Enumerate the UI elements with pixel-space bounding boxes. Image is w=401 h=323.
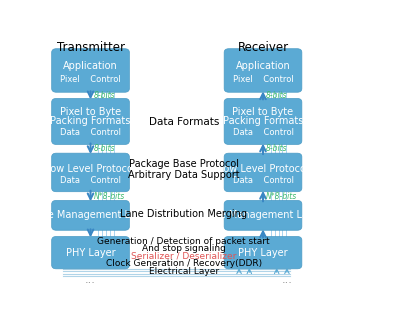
FancyBboxPatch shape [52,200,130,230]
Text: Lane Management Layer: Lane Management Layer [202,210,324,220]
Text: Receiver: Receiver [237,41,289,54]
Text: Pixel to Byte: Pixel to Byte [233,107,294,117]
Text: Data    Control: Data Control [233,176,294,185]
FancyBboxPatch shape [224,153,302,192]
Text: Electrical Layer: Electrical Layer [149,267,219,276]
FancyBboxPatch shape [52,236,130,269]
Text: And stop signaling: And stop signaling [142,245,226,254]
Text: Pixel    Control: Pixel Control [60,75,121,84]
FancyBboxPatch shape [224,49,302,92]
FancyBboxPatch shape [224,200,302,230]
Text: Packing Formats: Packing Formats [223,116,303,126]
Text: N*8-bits: N*8-bits [266,192,298,201]
Text: Data    Control: Data Control [60,176,121,185]
Text: Package Base Protocol
Arbitrary Data Support: Package Base Protocol Arbitrary Data Sup… [128,159,239,180]
Text: Data    Control: Data Control [233,128,294,137]
Text: 8-bits: 8-bits [94,91,115,100]
Text: Clock Generation / Recovery(DDR): Clock Generation / Recovery(DDR) [106,259,262,268]
FancyBboxPatch shape [52,153,130,192]
FancyBboxPatch shape [224,99,302,144]
Text: Pixel    Control: Pixel Control [233,75,294,84]
Text: 8-bits: 8-bits [94,144,115,153]
Text: ...: ... [282,275,292,285]
Text: Packing Formats: Packing Formats [51,116,131,126]
Text: PHY Layer: PHY Layer [66,248,115,258]
Text: 8-bits: 8-bits [266,91,288,100]
Text: Lane Distribution Merging: Lane Distribution Merging [120,209,247,219]
Text: 8-bits: 8-bits [266,144,288,153]
Text: Low Level Protocol: Low Level Protocol [218,164,308,174]
Text: Data    Control: Data Control [60,128,121,137]
Text: Serializer / Deserializer: Serializer / Deserializer [131,252,237,261]
Text: Data Formats: Data Formats [149,117,219,127]
Text: Generation / Detection of packet start: Generation / Detection of packet start [97,237,270,246]
Text: ...: ... [85,275,96,285]
FancyBboxPatch shape [224,236,302,269]
Text: Low Level Protocol: Low Level Protocol [45,164,136,174]
FancyBboxPatch shape [52,49,130,92]
Text: Application: Application [236,61,290,71]
Text: N*8-bits: N*8-bits [94,192,125,201]
Text: Lane Management Layer: Lane Management Layer [30,210,152,220]
FancyBboxPatch shape [52,99,130,144]
Text: Transmitter: Transmitter [57,41,125,54]
Text: Pixel to Byte: Pixel to Byte [60,107,121,117]
Text: Application: Application [63,61,118,71]
Text: PHY Layer: PHY Layer [238,248,288,258]
